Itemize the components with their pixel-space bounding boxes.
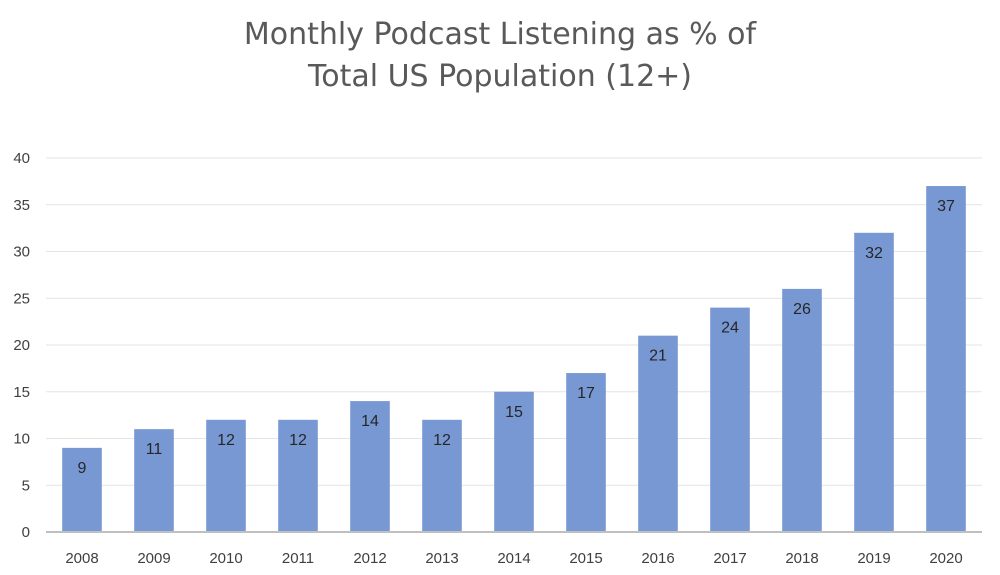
x-tick-label-2009: 2009 xyxy=(137,550,170,567)
bar-2016 xyxy=(638,335,678,532)
data-label-2017: 24 xyxy=(721,320,739,337)
bar-2015 xyxy=(566,373,606,532)
chart-title-line-1: Monthly Podcast Listening as % of xyxy=(243,17,757,52)
bar-2013 xyxy=(422,419,462,532)
data-label-2011: 12 xyxy=(289,432,307,449)
data-label-2014: 15 xyxy=(505,404,523,421)
x-tick-label-2008: 2008 xyxy=(65,550,98,567)
bar-2012 xyxy=(350,401,390,532)
x-tick-label-2012: 2012 xyxy=(353,550,386,567)
x-tick-label-2015: 2015 xyxy=(569,550,602,567)
data-label-2015: 17 xyxy=(577,385,595,402)
x-tick-label-2011: 2011 xyxy=(282,550,314,567)
bar-2010 xyxy=(206,419,246,532)
x-tick-label-2010: 2010 xyxy=(209,550,242,567)
bar-2017 xyxy=(710,307,750,532)
x-tick-label-2014: 2014 xyxy=(497,550,530,567)
data-label-2013: 12 xyxy=(433,432,451,449)
y-tick-label: 35 xyxy=(13,197,30,214)
y-tick-label: 30 xyxy=(13,244,30,261)
x-tick-label-2016: 2016 xyxy=(641,550,674,567)
data-label-2020: 37 xyxy=(937,198,955,215)
data-label-2018: 26 xyxy=(793,301,811,318)
y-tick-label: 0 xyxy=(22,524,30,541)
data-label-2009: 11 xyxy=(146,441,163,458)
data-label-2010: 12 xyxy=(217,432,235,449)
y-tick-label: 10 xyxy=(13,431,30,448)
y-tick-label: 15 xyxy=(13,384,30,401)
data-label-2016: 21 xyxy=(649,348,667,365)
data-label-2019: 32 xyxy=(865,245,883,262)
y-tick-label: 40 xyxy=(13,150,30,167)
x-tick-label-2019: 2019 xyxy=(857,550,890,567)
y-tick-label: 20 xyxy=(13,337,30,354)
x-tick-label-2020: 2020 xyxy=(929,550,962,567)
bar-2018 xyxy=(782,288,822,532)
x-tick-label-2013: 2013 xyxy=(425,550,458,567)
y-tick-label: 25 xyxy=(13,290,30,307)
x-tick-label-2018: 2018 xyxy=(785,550,818,567)
bar-2008 xyxy=(62,447,102,532)
x-tick-label-2017: 2017 xyxy=(713,550,746,567)
y-tick-label: 5 xyxy=(22,477,30,494)
bar-2020 xyxy=(926,186,966,533)
bar-2011 xyxy=(278,419,318,532)
chart-title-line-2: Total US Population (12+) xyxy=(307,59,692,94)
bar-2019 xyxy=(854,232,894,533)
data-label-2008: 9 xyxy=(78,460,87,477)
bar-2014 xyxy=(494,391,534,532)
bar-2009 xyxy=(134,429,174,532)
data-label-2012: 14 xyxy=(361,413,379,430)
chart-title: Monthly Podcast Listening as % of Total … xyxy=(0,14,1000,98)
